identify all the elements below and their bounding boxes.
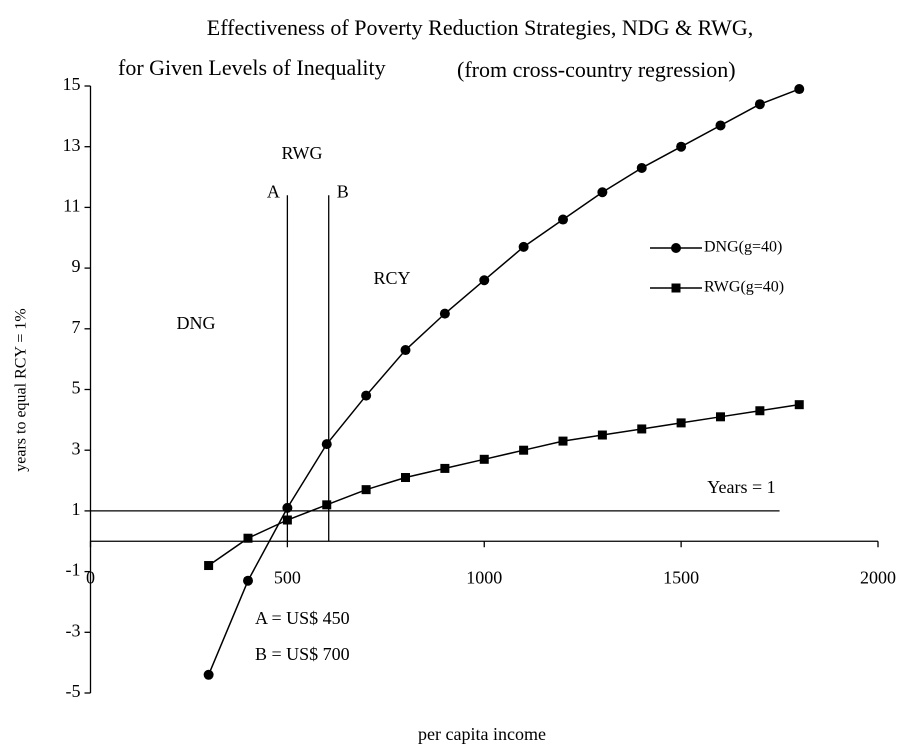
marker <box>203 669 214 680</box>
chart-subtitle-note: (from cross-country regression) <box>457 57 736 82</box>
marker <box>361 485 371 495</box>
marker <box>243 533 253 543</box>
marker <box>439 308 450 319</box>
marker <box>637 424 647 434</box>
marker <box>204 561 214 571</box>
marker <box>361 390 372 401</box>
x-tick-label: 1500 <box>663 567 699 587</box>
marker <box>243 575 253 586</box>
marker <box>676 418 686 428</box>
legend-marker <box>671 243 681 253</box>
marker <box>636 162 647 173</box>
y-tick-label: -3 <box>66 620 81 640</box>
marker <box>715 120 726 131</box>
marker <box>479 275 490 286</box>
y-axis-label: years to equal RCY = 1% <box>13 308 30 472</box>
reference-label: Years = 1 <box>707 477 775 497</box>
y-tick-label: 13 <box>63 135 81 155</box>
marker <box>518 241 529 252</box>
marker <box>282 502 293 513</box>
threshold-label: A <box>267 181 280 201</box>
marker <box>597 430 607 440</box>
legend-label: RWG(g=40) <box>704 279 784 296</box>
series-line <box>207 88 800 676</box>
x-tick-label: 1000 <box>466 567 502 587</box>
marker <box>716 412 725 422</box>
threshold-label: B <box>337 181 349 201</box>
annotation: B = US$ 700 <box>255 644 350 664</box>
y-tick-label: 7 <box>72 317 81 337</box>
chart-subtitle: for Given Levels of Inequality <box>118 55 386 80</box>
marker <box>794 84 805 95</box>
y-tick-label: 5 <box>72 378 81 398</box>
y-tick-label: 11 <box>63 196 80 216</box>
y-tick-label: 15 <box>63 74 81 94</box>
marker <box>558 436 568 446</box>
legend-marker <box>671 283 681 293</box>
x-tick-label: 0 <box>86 567 95 587</box>
y-tick-label: -5 <box>66 681 81 701</box>
y-tick-label: -1 <box>66 560 81 580</box>
marker <box>400 345 411 356</box>
marker <box>401 473 410 483</box>
legend-label: DNG(g=40) <box>704 239 782 256</box>
series-line <box>208 403 800 567</box>
marker <box>597 187 608 198</box>
marker <box>519 445 529 455</box>
marker <box>558 214 568 225</box>
x-tick-label: 2000 <box>860 567 896 587</box>
y-tick-label: 3 <box>72 438 81 458</box>
marker <box>794 400 804 410</box>
marker <box>479 454 489 464</box>
marker <box>676 141 687 152</box>
x-axis-label: per capita income <box>418 724 546 744</box>
marker <box>440 463 450 473</box>
marker <box>755 406 765 416</box>
annotation: RCY <box>373 268 410 288</box>
marker <box>754 99 765 110</box>
marker <box>322 500 332 510</box>
chart-title: Effectiveness of Poverty Reduction Strat… <box>207 15 753 40</box>
marker <box>282 515 292 525</box>
annotation: RWG <box>281 143 322 163</box>
x-tick-label: 500 <box>274 567 301 587</box>
annotation: DNG <box>177 313 216 333</box>
y-tick-label: 9 <box>72 256 81 276</box>
annotation: A = US$ 450 <box>255 608 350 628</box>
y-tick-label: 1 <box>72 499 81 519</box>
marker <box>321 439 332 450</box>
